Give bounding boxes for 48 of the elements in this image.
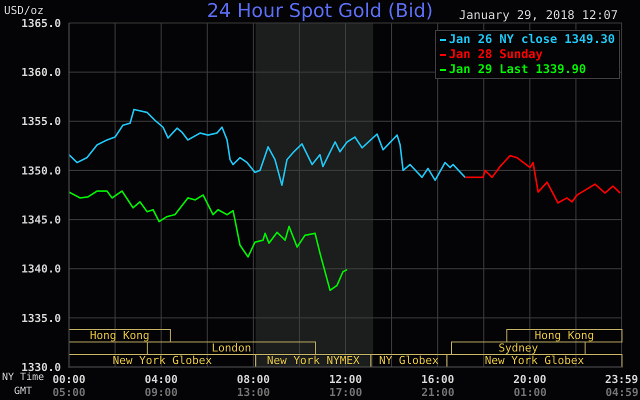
x2-axis-title: GMT [14,386,32,397]
y-tick-label: 1335.0 [21,312,61,325]
x-tick-label: 16:00 [421,372,454,386]
annotation: New York Globex [112,354,212,368]
annotation: Sydney [498,342,539,355]
market-hours-box: London [146,341,316,355]
x2-tick-label: 01:00 [514,386,547,399]
annotation: Hong Kong [90,329,150,342]
market-hours-box: Hong Kong [68,328,171,342]
y-tick-label: 1360.0 [21,66,61,80]
x2-tick-label: 04:59 [605,386,639,399]
x2-tick-label: 05:00 [52,386,86,399]
x2-tick-label: 13:00 [236,386,270,399]
x2-tick-label: 09:00 [144,386,178,399]
market-hours-box: New York NYMEX [255,354,372,368]
market-hours-box: New York Globex [68,354,256,368]
market-hours-box: New York Globex [446,354,622,368]
line-series [464,154,621,204]
x-tick-label: 00:00 [52,372,86,386]
x-tick-label: 12:00 [328,372,362,386]
y-axis-title: USD/oz [4,4,44,17]
x-tick-label: 23:59 [605,372,638,386]
y-tick-label: 1340.0 [21,262,61,276]
x-tick-label: 20:00 [513,372,546,386]
legend-label: Jan 26 NY close 1349.30 [448,32,615,47]
market-hours-box: Hong Kong [506,328,622,342]
x-tick-label: 04:00 [144,372,178,386]
annotation: New York Globex [484,354,584,368]
annotation: New York NYMEX [266,354,360,368]
market-hours-box: Sydney [451,341,586,355]
chart-title: 24 Hour Spot Gold (Bid) [206,0,434,22]
legend-label: Jan 28 Sunday [448,47,544,62]
x2-tick-label: 17:00 [329,386,362,399]
x2-tick-label: 21:00 [421,386,454,399]
y-tick-label: 1345.0 [21,213,61,226]
annotation: NY Globex [379,354,440,368]
y-tick-label: 1350.0 [21,164,61,178]
annotation: London [212,342,252,355]
x-tick-label: 08:00 [236,372,270,386]
annotation: Hong Kong [534,329,594,342]
x-axis-title: NY Time [2,372,44,383]
line-series [69,108,466,186]
legend-label: Jan 29 Last 1339.90 [448,62,588,77]
y-tick-label: 1365.0 [21,16,61,30]
chart-subtitle: January 29, 2018 12:07 [459,8,618,22]
line-series [69,190,348,292]
market-hours-box: NY Globex [370,354,448,368]
y-tick-label: 1355.0 [21,115,61,128]
